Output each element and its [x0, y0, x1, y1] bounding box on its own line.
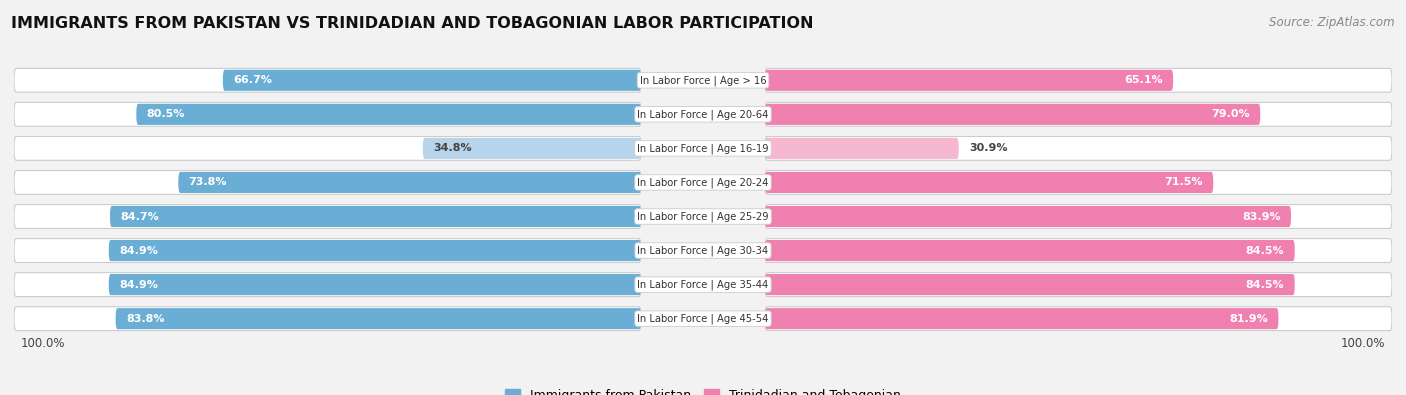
- Text: 80.5%: 80.5%: [146, 109, 186, 119]
- FancyBboxPatch shape: [765, 138, 959, 159]
- FancyBboxPatch shape: [765, 70, 1173, 91]
- FancyBboxPatch shape: [222, 70, 641, 91]
- FancyBboxPatch shape: [765, 308, 1278, 329]
- FancyBboxPatch shape: [765, 206, 1291, 227]
- FancyBboxPatch shape: [765, 307, 1392, 331]
- Legend: Immigrants from Pakistan, Trinidadian and Tobagonian: Immigrants from Pakistan, Trinidadian an…: [501, 384, 905, 395]
- Text: 83.9%: 83.9%: [1241, 211, 1281, 222]
- Text: 84.5%: 84.5%: [1246, 246, 1285, 256]
- Text: IMMIGRANTS FROM PAKISTAN VS TRINIDADIAN AND TOBAGONIAN LABOR PARTICIPATION: IMMIGRANTS FROM PAKISTAN VS TRINIDADIAN …: [11, 16, 814, 31]
- Text: 100.0%: 100.0%: [21, 337, 66, 350]
- Text: 65.1%: 65.1%: [1125, 75, 1163, 85]
- Text: 66.7%: 66.7%: [233, 75, 271, 85]
- FancyBboxPatch shape: [14, 68, 641, 92]
- FancyBboxPatch shape: [765, 172, 1213, 193]
- FancyBboxPatch shape: [14, 239, 641, 262]
- Text: In Labor Force | Age 20-64: In Labor Force | Age 20-64: [637, 109, 769, 120]
- Text: 81.9%: 81.9%: [1229, 314, 1268, 324]
- FancyBboxPatch shape: [108, 240, 641, 261]
- FancyBboxPatch shape: [765, 240, 1295, 261]
- Text: 79.0%: 79.0%: [1212, 109, 1250, 119]
- FancyBboxPatch shape: [14, 102, 641, 126]
- Text: 30.9%: 30.9%: [969, 143, 1008, 153]
- FancyBboxPatch shape: [765, 104, 1260, 125]
- Text: In Labor Force | Age 30-34: In Labor Force | Age 30-34: [637, 245, 769, 256]
- Text: 84.9%: 84.9%: [120, 280, 157, 290]
- Text: In Labor Force | Age > 16: In Labor Force | Age > 16: [640, 75, 766, 86]
- FancyBboxPatch shape: [765, 68, 1392, 92]
- FancyBboxPatch shape: [108, 274, 641, 295]
- FancyBboxPatch shape: [765, 137, 1392, 160]
- FancyBboxPatch shape: [110, 206, 641, 227]
- FancyBboxPatch shape: [765, 171, 1392, 194]
- FancyBboxPatch shape: [423, 138, 641, 159]
- Text: In Labor Force | Age 20-24: In Labor Force | Age 20-24: [637, 177, 769, 188]
- FancyBboxPatch shape: [179, 172, 641, 193]
- FancyBboxPatch shape: [14, 307, 641, 331]
- Text: 34.8%: 34.8%: [433, 143, 472, 153]
- Text: In Labor Force | Age 25-29: In Labor Force | Age 25-29: [637, 211, 769, 222]
- FancyBboxPatch shape: [14, 273, 641, 297]
- Text: 84.9%: 84.9%: [120, 246, 157, 256]
- Text: In Labor Force | Age 16-19: In Labor Force | Age 16-19: [637, 143, 769, 154]
- FancyBboxPatch shape: [765, 102, 1392, 126]
- FancyBboxPatch shape: [14, 205, 641, 228]
- Text: 84.5%: 84.5%: [1246, 280, 1285, 290]
- FancyBboxPatch shape: [765, 273, 1392, 297]
- FancyBboxPatch shape: [14, 171, 641, 194]
- Text: 71.5%: 71.5%: [1164, 177, 1204, 188]
- Text: 84.7%: 84.7%: [121, 211, 159, 222]
- Text: 73.8%: 73.8%: [188, 177, 228, 188]
- Text: 100.0%: 100.0%: [1340, 337, 1385, 350]
- FancyBboxPatch shape: [765, 239, 1392, 262]
- FancyBboxPatch shape: [765, 274, 1295, 295]
- Text: In Labor Force | Age 45-54: In Labor Force | Age 45-54: [637, 313, 769, 324]
- FancyBboxPatch shape: [115, 308, 641, 329]
- Text: Source: ZipAtlas.com: Source: ZipAtlas.com: [1270, 16, 1395, 29]
- FancyBboxPatch shape: [14, 137, 641, 160]
- Text: In Labor Force | Age 35-44: In Labor Force | Age 35-44: [637, 279, 769, 290]
- FancyBboxPatch shape: [765, 205, 1392, 228]
- FancyBboxPatch shape: [136, 104, 641, 125]
- Text: 83.8%: 83.8%: [127, 314, 165, 324]
